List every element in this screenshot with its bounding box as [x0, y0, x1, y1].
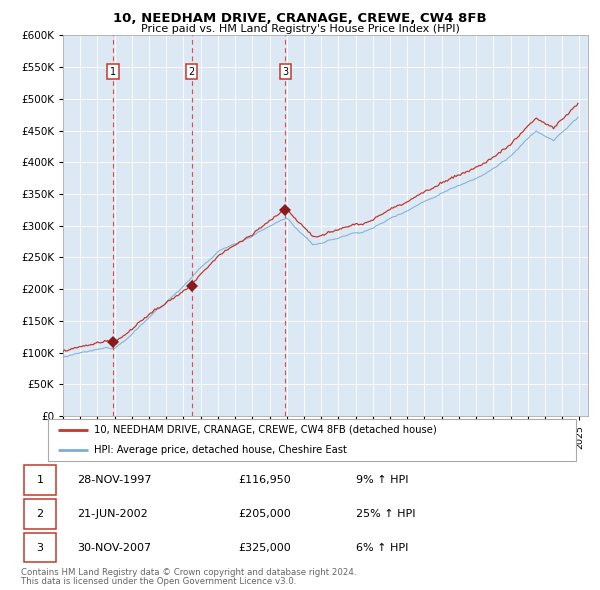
Text: This data is licensed under the Open Government Licence v3.0.: This data is licensed under the Open Gov…	[21, 577, 296, 586]
Text: 9% ↑ HPI: 9% ↑ HPI	[356, 475, 409, 485]
Text: 25% ↑ HPI: 25% ↑ HPI	[356, 509, 416, 519]
Text: 1: 1	[37, 475, 43, 485]
Text: Contains HM Land Registry data © Crown copyright and database right 2024.: Contains HM Land Registry data © Crown c…	[21, 568, 356, 576]
Text: 10, NEEDHAM DRIVE, CRANAGE, CREWE, CW4 8FB (detached house): 10, NEEDHAM DRIVE, CRANAGE, CREWE, CW4 8…	[94, 425, 437, 435]
Text: 1: 1	[110, 67, 116, 77]
Text: 6% ↑ HPI: 6% ↑ HPI	[356, 543, 409, 553]
FancyBboxPatch shape	[23, 533, 56, 562]
Text: 28-NOV-1997: 28-NOV-1997	[77, 475, 152, 485]
FancyBboxPatch shape	[23, 499, 56, 529]
Text: £116,950: £116,950	[238, 475, 291, 485]
Text: £205,000: £205,000	[238, 509, 291, 519]
Text: Price paid vs. HM Land Registry's House Price Index (HPI): Price paid vs. HM Land Registry's House …	[140, 24, 460, 34]
Text: 3: 3	[282, 67, 289, 77]
Text: 21-JUN-2002: 21-JUN-2002	[77, 509, 148, 519]
Text: 30-NOV-2007: 30-NOV-2007	[77, 543, 151, 553]
Text: HPI: Average price, detached house, Cheshire East: HPI: Average price, detached house, Ches…	[94, 445, 347, 455]
FancyBboxPatch shape	[23, 466, 56, 495]
Text: 2: 2	[37, 509, 44, 519]
FancyBboxPatch shape	[48, 419, 576, 461]
Text: 3: 3	[37, 543, 43, 553]
Text: £325,000: £325,000	[238, 543, 291, 553]
Text: 2: 2	[188, 67, 195, 77]
Text: 10, NEEDHAM DRIVE, CRANAGE, CREWE, CW4 8FB: 10, NEEDHAM DRIVE, CRANAGE, CREWE, CW4 8…	[113, 12, 487, 25]
